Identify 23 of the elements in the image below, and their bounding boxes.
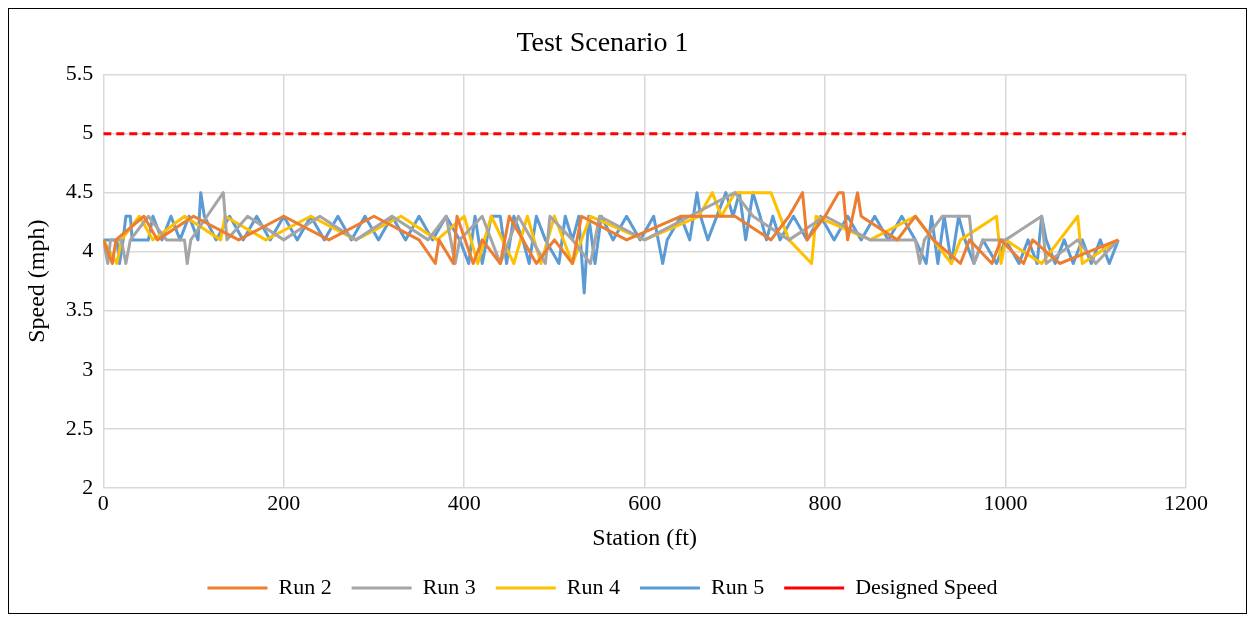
- legend-label: Run 4: [566, 573, 621, 599]
- x-axis-title: Station (ft): [592, 523, 697, 550]
- y-tick-label: 4: [82, 237, 94, 263]
- y-tick-label: 4.5: [65, 178, 94, 204]
- legend-label: Run 3: [422, 573, 476, 599]
- legend-label: Designed Speed: [855, 573, 998, 599]
- x-tick-label: 400: [447, 489, 481, 515]
- legend-label: Run 5: [711, 573, 765, 599]
- legend-label: Run 2: [278, 573, 332, 599]
- y-tick-label: 5.5: [65, 60, 94, 86]
- y-axis-title: Speed (mph): [22, 219, 49, 343]
- x-tick-label: 200: [267, 489, 301, 515]
- y-tick-label: 3: [82, 355, 94, 381]
- x-tick-label: 600: [628, 489, 662, 515]
- x-tick-label: 1000: [983, 489, 1028, 515]
- x-tick-label: 0: [97, 489, 109, 515]
- x-tick-label: 1200: [1164, 489, 1208, 515]
- x-tick-label: 800: [808, 489, 842, 515]
- chart-title: Test Scenario 1: [516, 26, 689, 58]
- y-tick-label: 3.5: [65, 296, 94, 322]
- y-tick-label: 2: [82, 473, 94, 499]
- y-tick-label: 5: [82, 119, 94, 145]
- y-tick-label: 2.5: [65, 414, 94, 440]
